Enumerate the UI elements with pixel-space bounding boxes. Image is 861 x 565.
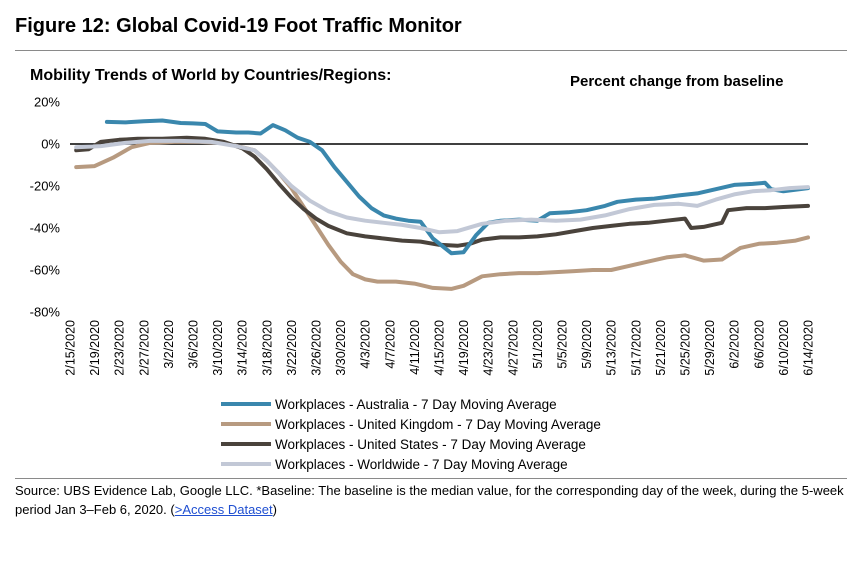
- x-tick-label: 5/29/2020: [703, 320, 717, 376]
- x-tick-label: 3/22/2020: [285, 320, 299, 376]
- source-text-end: ): [272, 502, 277, 517]
- x-tick-label: 3/10/2020: [211, 320, 225, 376]
- line-chart: 20% 0% -20% -40% -60% -80% 2/15/2020 2/19/2020…: [30, 95, 816, 473]
- units-label: Percent change from baseline: [570, 73, 784, 90]
- x-tick-label: 6/10/2020: [777, 320, 791, 376]
- y-tick-label: -80%: [30, 305, 61, 320]
- x-tick-label: 4/23/2020: [482, 320, 496, 376]
- source-note: Source: UBS Evidence Lab, Google LLC. *B…: [15, 481, 845, 519]
- y-tick-label: 20%: [34, 95, 60, 110]
- x-tick-label: 6/2/2020: [728, 320, 742, 369]
- y-tick-label: -20%: [30, 179, 61, 194]
- y-tick-label: 0%: [41, 137, 60, 152]
- legend-label-0: Workplaces - Australia - 7 Day Moving Av…: [275, 397, 557, 412]
- series-line-3: [74, 138, 810, 235]
- x-tick-label: 5/9/2020: [580, 320, 594, 369]
- source-text: Source: UBS Evidence Lab, Google LLC. *B…: [15, 483, 844, 517]
- figure-title: Figure 12: Global Covid-19 Foot Traffic …: [15, 15, 462, 37]
- x-tick-label: 6/14/2020: [802, 320, 816, 376]
- x-tick-label: 3/6/2020: [187, 320, 201, 369]
- x-tick-label: 6/6/2020: [752, 320, 766, 369]
- x-tick-label: 5/17/2020: [629, 320, 643, 376]
- x-tick-label: 3/2/2020: [162, 320, 176, 369]
- x-axis: 2/15/2020 2/19/2020 2/23/2020 2/27/2020 3/2/…: [64, 320, 816, 376]
- x-tick-label: 4/19/2020: [457, 320, 471, 376]
- chart-title: Mobility Trends of World by Countries/Re…: [30, 67, 392, 84]
- x-tick-label: 4/3/2020: [359, 320, 373, 369]
- x-tick-label: 3/14/2020: [236, 320, 250, 376]
- y-tick-label: -40%: [30, 221, 61, 236]
- legend-label-2: Workplaces - United States - 7 Day Movin…: [275, 437, 586, 452]
- x-tick-label: 4/11/2020: [408, 320, 422, 375]
- legend: Workplaces - Australia - 7 Day Moving Av…: [221, 397, 601, 472]
- series-line-1: [74, 139, 810, 291]
- x-tick-label: 4/27/2020: [506, 320, 520, 376]
- x-tick-label: 2/19/2020: [88, 320, 102, 376]
- y-axis: 20% 0% -20% -40% -60% -80%: [30, 95, 808, 320]
- access-dataset-link[interactable]: >Access Dataset: [174, 502, 273, 517]
- x-tick-label: 4/15/2020: [433, 320, 447, 376]
- x-tick-label: 2/23/2020: [113, 320, 127, 376]
- title-divider: [15, 50, 847, 51]
- y-tick-label: -60%: [30, 263, 61, 278]
- x-tick-label: 3/30/2020: [334, 320, 348, 376]
- legend-label-3: Workplaces - Worldwide - 7 Day Moving Av…: [275, 457, 568, 472]
- x-tick-label: 2/27/2020: [137, 320, 151, 376]
- x-tick-label: 5/25/2020: [679, 320, 693, 376]
- x-tick-label: 3/18/2020: [260, 320, 274, 376]
- series-lines: [74, 118, 810, 291]
- x-tick-label: 5/1/2020: [531, 320, 545, 369]
- x-tick-label: 5/13/2020: [605, 320, 619, 376]
- x-tick-label: 2/15/2020: [64, 320, 78, 376]
- source-divider: [15, 478, 847, 479]
- x-tick-label: 5/21/2020: [654, 320, 668, 376]
- legend-label-1: Workplaces - United Kingdom - 7 Day Movi…: [275, 417, 601, 432]
- x-tick-label: 4/7/2020: [383, 320, 397, 369]
- x-tick-label: 3/26/2020: [310, 320, 324, 376]
- x-tick-label: 5/5/2020: [556, 320, 570, 369]
